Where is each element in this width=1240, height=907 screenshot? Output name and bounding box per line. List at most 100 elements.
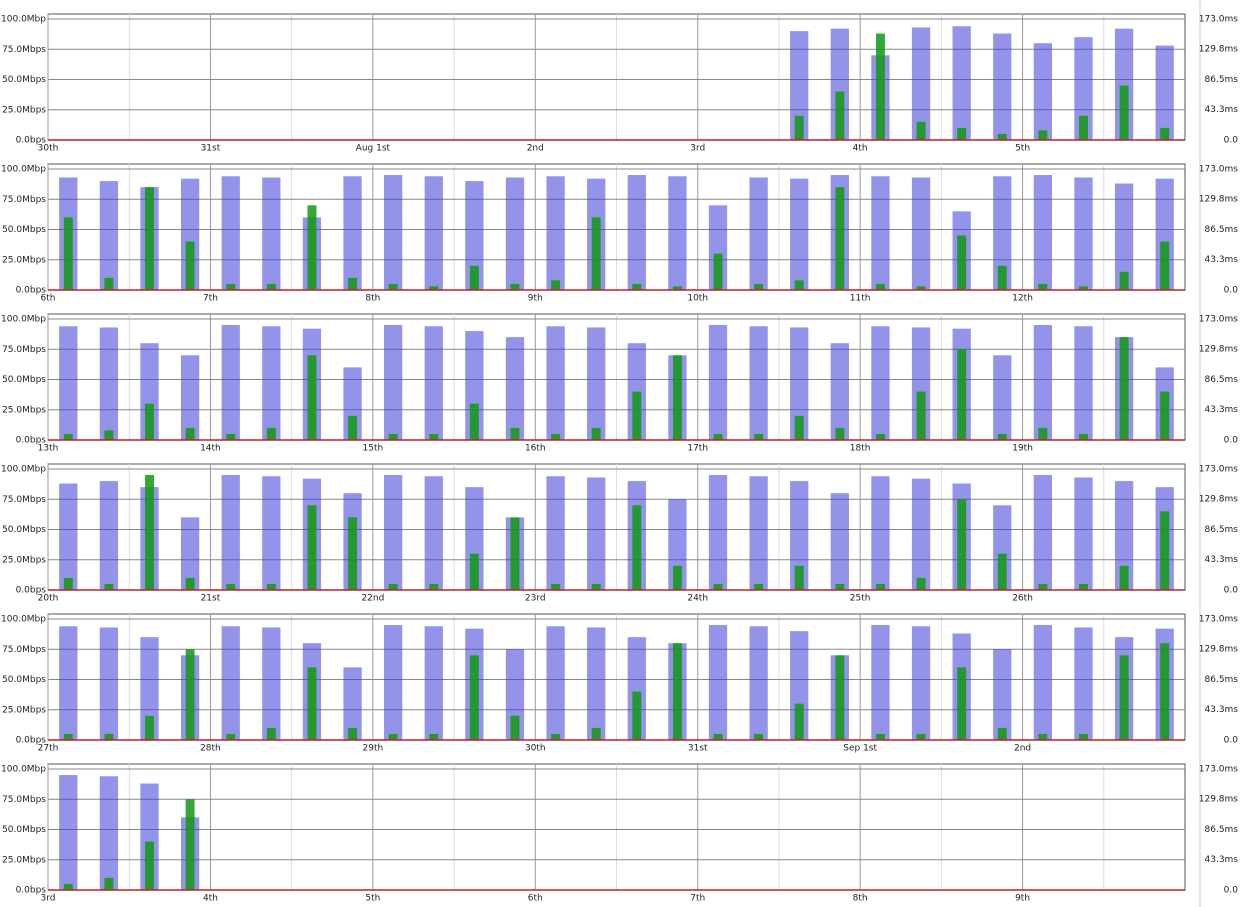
y2-tick-label: 173.0ms <box>1199 165 1239 175</box>
download-bar <box>871 476 890 590</box>
upload-bar <box>916 577 926 590</box>
download-bar <box>343 176 362 290</box>
download-bar <box>1074 37 1093 140</box>
upload-bar <box>185 427 195 440</box>
upload-bar <box>713 253 723 290</box>
download-bar <box>99 481 119 590</box>
download-bar <box>587 327 606 440</box>
y-tick-label: 25.0Mbps <box>2 405 46 415</box>
x-tick-label: 9th <box>1015 894 1030 904</box>
download-bar <box>221 176 240 290</box>
upload-bar <box>835 187 845 290</box>
upload-bar <box>185 799 195 890</box>
upload-bar <box>754 733 764 740</box>
download-bar <box>59 326 78 440</box>
upload-bar <box>713 583 723 590</box>
upload-bar <box>1079 115 1088 140</box>
y-tick-label: 75.0Mbps <box>2 195 46 205</box>
x-tick-label: 30th <box>38 144 59 154</box>
download-bar <box>627 637 646 740</box>
download-bar <box>99 327 119 440</box>
upload-bar <box>997 553 1007 590</box>
download-bar <box>587 627 606 740</box>
upload-bar <box>754 433 764 440</box>
download-bar <box>140 783 159 890</box>
upload-bar <box>1160 511 1170 590</box>
y-tick-label: 100.0Mbp <box>1 315 46 325</box>
upload-bar <box>63 883 73 890</box>
download-bar <box>830 343 849 440</box>
y2-tick-label: 43.3ms <box>1205 855 1239 865</box>
upload-bar <box>875 283 885 290</box>
x-tick-label: 7th <box>203 294 218 304</box>
upload-bar <box>1160 127 1170 140</box>
upload-bar <box>185 241 195 290</box>
download-bar <box>708 325 728 440</box>
upload-bar <box>104 430 114 440</box>
upload-bar <box>307 505 317 590</box>
upload-bar <box>1038 427 1048 440</box>
download-bar <box>505 649 525 740</box>
upload-bar <box>551 733 561 740</box>
upload-bar <box>388 433 398 440</box>
y-tick-label: 100.0Mbp <box>1 765 46 775</box>
download-bar <box>871 176 890 290</box>
upload-bar <box>957 667 967 740</box>
download-bar <box>830 28 849 140</box>
y2-tick-label: 173.0ms <box>1199 765 1239 775</box>
download-bar <box>871 625 890 740</box>
download-bar <box>384 625 403 740</box>
upload-bar <box>875 33 885 140</box>
download-bar <box>790 631 809 740</box>
download-bar <box>708 625 728 740</box>
y-tick-label: 25.0Mbps <box>2 705 46 715</box>
download-bar <box>749 626 768 740</box>
x-tick-label: 3rd <box>690 144 705 154</box>
upload-bar <box>1079 733 1088 740</box>
x-tick-label: 9th <box>528 294 543 304</box>
download-bar <box>546 476 565 590</box>
download-bar <box>871 326 890 440</box>
x-tick-label: 28th <box>200 744 221 754</box>
download-bar <box>424 476 443 590</box>
upload-bar <box>266 583 276 590</box>
download-bar <box>1114 183 1134 290</box>
download-bar <box>505 337 525 440</box>
y-tick-label: 100.0Mbp <box>1 15 46 25</box>
download-bar <box>1074 627 1093 740</box>
y2-tick-label: 86.5ms <box>1205 225 1239 235</box>
y2-tick-label: 173.0ms <box>1199 315 1239 325</box>
upload-bar <box>672 286 682 290</box>
download-bar <box>790 31 809 141</box>
download-bar <box>384 175 403 290</box>
download-bar <box>1155 178 1174 290</box>
download-bar <box>708 205 728 290</box>
upload-bar <box>1079 433 1088 440</box>
y-tick-label: 25.0Mbps <box>2 105 46 115</box>
y-tick-label: 50.0Mbps <box>2 525 46 535</box>
download-bar <box>99 776 119 890</box>
upload-bar <box>307 667 317 740</box>
y2-tick-label: 0.0 <box>1224 436 1239 446</box>
x-tick-label: 23rd <box>525 594 546 604</box>
x-tick-label: 15th <box>363 444 384 454</box>
upload-bar <box>226 433 236 440</box>
y2-tick-label: 0.0 <box>1224 586 1239 596</box>
x-tick-label: 6th <box>528 894 543 904</box>
y2-tick-label: 173.0ms <box>1199 15 1239 25</box>
download-bar <box>59 775 78 890</box>
download-bar <box>668 499 687 590</box>
download-bar <box>749 177 768 290</box>
x-tick-label: 29th <box>363 744 384 754</box>
upload-bar <box>1079 286 1088 290</box>
upload-bar <box>916 391 926 440</box>
upload-bar <box>1038 583 1048 590</box>
download-bar <box>221 325 240 440</box>
y2-tick-label: 173.0ms <box>1199 465 1239 475</box>
upload-bar <box>997 433 1007 440</box>
x-tick-label: 21st <box>201 594 221 604</box>
y2-tick-label: 129.8ms <box>1199 495 1239 505</box>
y-tick-label: 0.0bps <box>16 586 47 596</box>
y2-tick-label: 129.8ms <box>1199 645 1239 655</box>
x-tick-label: 13th <box>38 444 59 454</box>
